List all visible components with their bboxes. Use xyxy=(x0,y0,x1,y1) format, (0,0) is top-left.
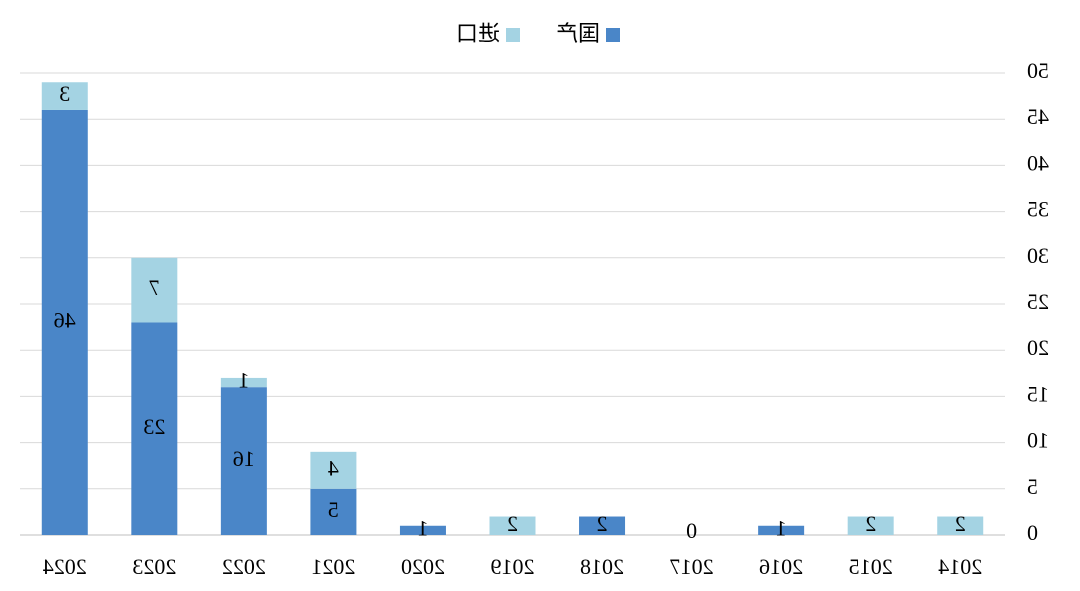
bar-segment xyxy=(220,387,267,535)
bar-segment xyxy=(489,516,536,535)
bar-segment xyxy=(131,322,178,535)
bar-segment xyxy=(41,82,88,110)
bar-segment xyxy=(579,516,626,535)
data-label: 7 xyxy=(149,275,160,300)
data-label: 46 xyxy=(54,308,76,333)
data-label: 2 xyxy=(507,511,518,536)
x-tick-label: 2016 xyxy=(759,554,803,579)
data-label: 0 xyxy=(686,518,697,543)
bar-segment xyxy=(310,488,357,535)
legend-swatch xyxy=(506,28,520,42)
x-tick-label: 2021 xyxy=(311,554,355,579)
x-tick-label: 2024 xyxy=(43,554,87,579)
x-tick-label: 2018 xyxy=(580,554,624,579)
bar-segment xyxy=(937,516,984,535)
bar-segment xyxy=(220,377,267,388)
data-label: 2 xyxy=(865,511,876,536)
y-tick-label: 20 xyxy=(1027,335,1049,360)
y-tick-label: 15 xyxy=(1027,381,1049,406)
x-tick-label: 2014 xyxy=(938,554,982,579)
x-tick-label: 2022 xyxy=(222,554,266,579)
y-tick-label: 0 xyxy=(1027,520,1038,545)
y-tick-label: 40 xyxy=(1027,150,1049,175)
bar-segment xyxy=(41,109,88,536)
legend-label: 进口 xyxy=(456,21,500,46)
bar-segment xyxy=(758,525,805,535)
y-tick-label: 5 xyxy=(1027,474,1038,499)
x-tick-label: 2017 xyxy=(670,554,714,579)
y-tick-label: 35 xyxy=(1027,197,1049,222)
bar-segment xyxy=(310,451,357,489)
data-label: 2 xyxy=(955,511,966,536)
data-label: 1 xyxy=(417,515,428,540)
data-label: 4 xyxy=(328,455,339,480)
data-label: 1 xyxy=(238,368,249,393)
x-tick-label: 2023 xyxy=(132,554,176,579)
bar-segment xyxy=(847,516,894,535)
data-label: 23 xyxy=(143,414,165,439)
bar-segment xyxy=(131,257,178,323)
y-tick-label: 45 xyxy=(1027,104,1049,129)
x-tick-label: 2015 xyxy=(849,554,893,579)
data-label: 5 xyxy=(328,497,339,522)
legend-label: 国产 xyxy=(556,21,600,46)
data-label: 2 xyxy=(597,511,608,536)
y-tick-label: 25 xyxy=(1027,289,1049,314)
bar-segment xyxy=(399,525,446,535)
y-tick-label: 30 xyxy=(1027,243,1049,268)
x-tick-label: 2020 xyxy=(401,554,445,579)
data-label: 1 xyxy=(776,515,787,540)
y-tick-label: 10 xyxy=(1027,428,1049,453)
x-tick-label: 2019 xyxy=(491,554,535,579)
legend-swatch xyxy=(606,28,620,42)
y-tick-label: 50 xyxy=(1027,58,1049,83)
data-label: 3 xyxy=(59,81,70,106)
data-label: 16 xyxy=(233,446,255,471)
